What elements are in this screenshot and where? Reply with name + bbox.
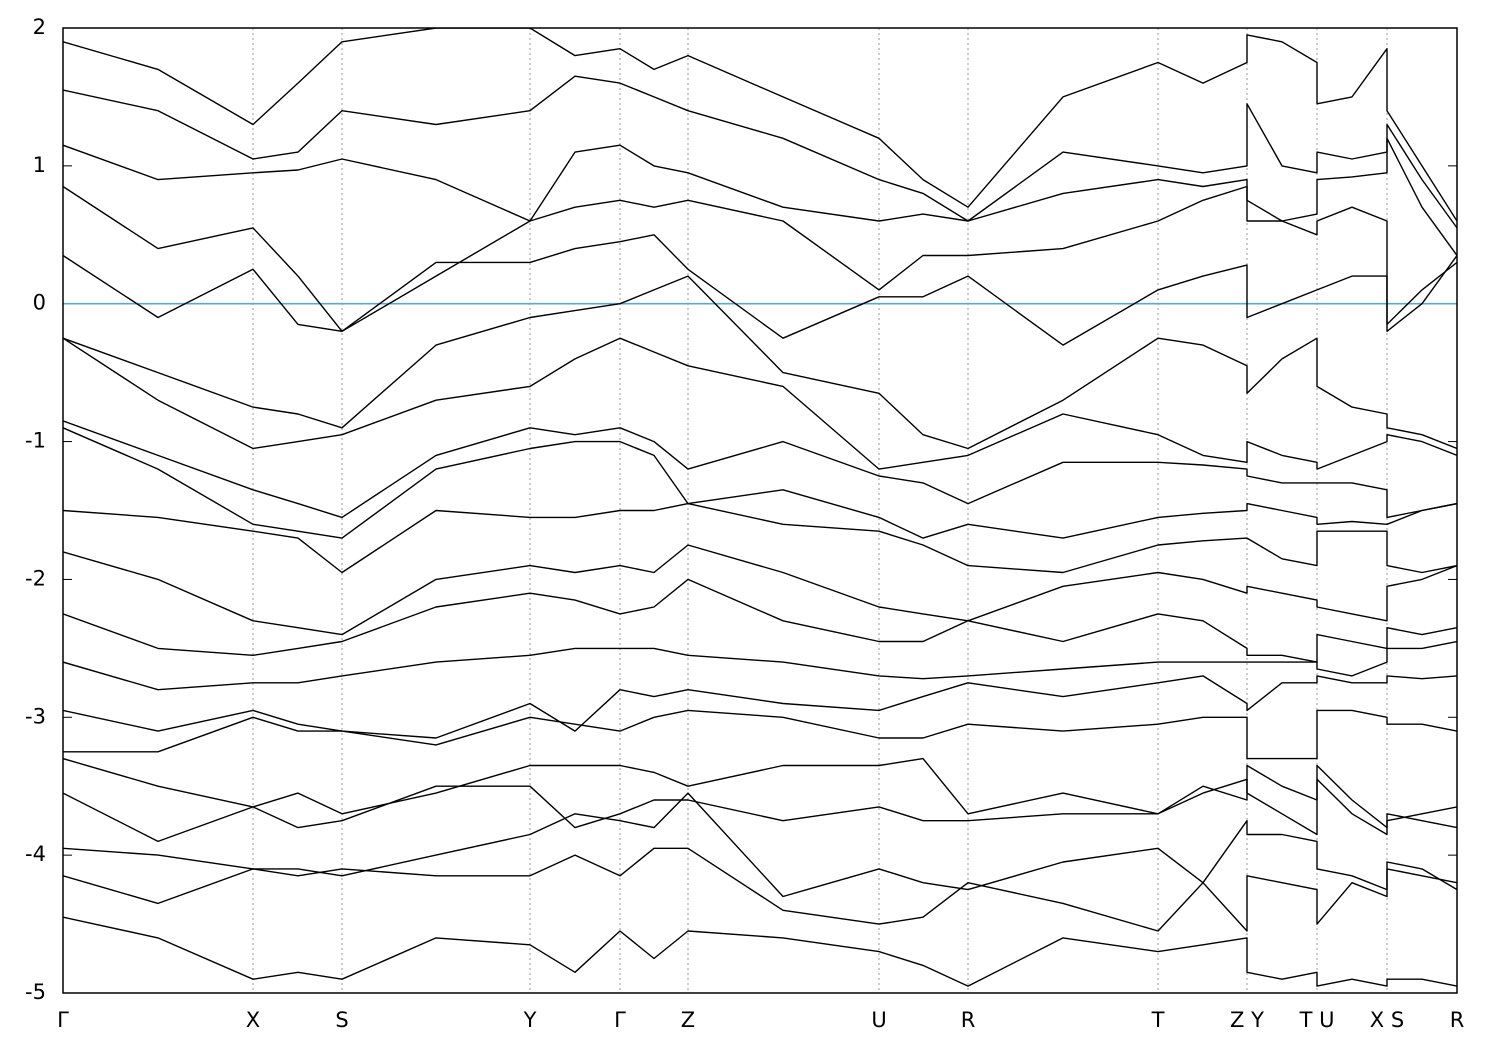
y-tick-label: 2 [33,15,46,39]
band-line [63,137,1457,256]
band-line [63,544,1457,636]
x-tick-label: Γ [57,1008,69,1032]
band-line [63,578,1457,663]
x-tick-label: T U [1299,1008,1335,1032]
x-tick-label: Z [681,1008,695,1032]
x-tick-label: S [335,1008,348,1032]
bands-layer [63,28,1457,987]
x-tick-label: U [871,1008,886,1032]
band-line [63,778,1457,843]
band-line [63,792,1457,898]
band-line [63,75,1457,229]
x-tick-label: X [246,1008,260,1032]
y-tick-label: -2 [25,566,46,590]
band-line [63,28,1457,222]
band-line [63,427,1457,539]
x-tick-label: Γ [614,1008,626,1032]
band-line [63,234,1457,346]
y-tick-label: -4 [25,842,46,866]
x-tick-label: Y [523,1008,537,1032]
band-line [63,847,1457,932]
labels-layer: 2 1 0 -1 -2 -3 -4 -5 Γ X S Y Γ Z U R T Z Y T U X S R [25,15,1464,1032]
band-line [63,916,1457,987]
y-tick-label: 0 [33,291,46,315]
y-tick-label: -1 [25,429,46,453]
x-tick-label: R [1450,1008,1465,1032]
x-tick-label: R [961,1008,976,1032]
band-line [63,709,1457,760]
y-tick-label: -5 [25,980,46,1004]
band-line [63,502,1457,574]
x-tick-label: X S [1370,1008,1404,1032]
band-line [63,185,1457,332]
plot-frame [62,27,1458,994]
band-line [63,675,1457,739]
x-tick-label: T [1151,1008,1165,1032]
band-line [63,337,1457,470]
y-tick-label: 1 [33,153,46,177]
band-line [63,275,1457,450]
x-tick-label: Z Y [1230,1008,1264,1032]
band-line [63,420,1457,519]
y-tick-label: -3 [25,704,46,728]
band-line [63,640,1457,691]
